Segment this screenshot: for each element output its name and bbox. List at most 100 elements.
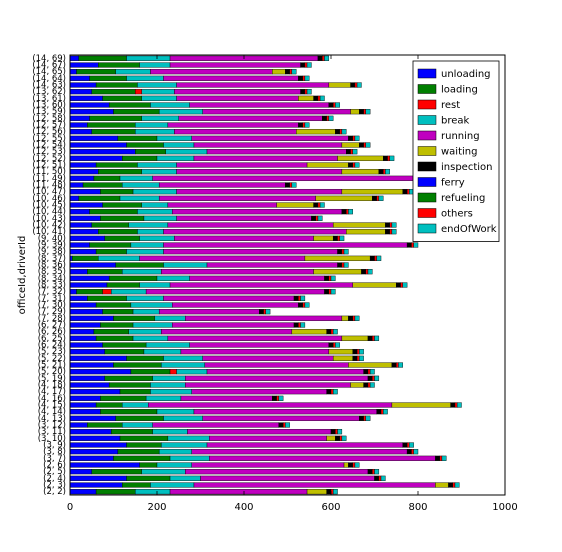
bar-segment (156, 155, 195, 161)
bar-segment (359, 415, 364, 421)
y-tick-label: (5, 22) (38, 354, 66, 364)
bar-segment (259, 309, 264, 315)
bar-segment (69, 369, 132, 375)
bar-segment (354, 135, 360, 141)
bar-segment (69, 62, 99, 68)
bar-segment (119, 389, 151, 395)
bar-segment (391, 229, 397, 235)
y-tick-label: (4, 18) (38, 381, 66, 391)
bar-segment (172, 209, 343, 215)
bar-segment (69, 422, 88, 428)
legend-label: others (441, 209, 473, 220)
bar-segment (143, 215, 177, 221)
bar-segment (206, 262, 338, 268)
bar-segment (126, 142, 164, 148)
bar-segment (365, 269, 369, 275)
bar-segment (324, 275, 330, 281)
bar-segment (322, 55, 325, 61)
y-tick-label: (7, 32) (38, 287, 66, 297)
y-tick-label: (5, 19) (38, 374, 66, 384)
bar-segment (317, 215, 323, 221)
bar-segment (172, 302, 299, 308)
bar-segment (289, 69, 293, 75)
bar-segment (374, 469, 380, 475)
bar-segment (341, 335, 369, 341)
y-tick-label: (12, 58) (32, 114, 66, 124)
bar-segment (354, 82, 358, 88)
bar-segment (137, 209, 173, 215)
bar-segment (95, 249, 127, 255)
y-tick-label: (8, 36) (38, 261, 66, 271)
bar-segment (100, 322, 134, 328)
bar-segment (291, 69, 297, 75)
bar-segment (302, 302, 306, 308)
bar-segment (332, 489, 338, 495)
bar-segment (95, 489, 136, 495)
x-tick-label: 400 (234, 502, 253, 513)
bar-segment (406, 242, 412, 248)
y-tick-label: (9, 39) (38, 241, 66, 251)
bar-segment (341, 169, 380, 175)
bar-segment (98, 229, 138, 235)
bar-segment (145, 289, 325, 295)
bar-segment (152, 429, 188, 435)
y-tick-label: (6, 24) (38, 341, 66, 351)
bar-segment (108, 275, 158, 281)
bar-segment (119, 195, 160, 201)
bar-segment (300, 322, 306, 328)
bar-segment (100, 395, 147, 401)
bar-segment (374, 255, 377, 261)
bar-segment (69, 442, 127, 448)
legend-swatch (417, 223, 437, 234)
bar-segment (306, 89, 312, 95)
bar-segment (352, 462, 356, 468)
y-tick-label: (7, 30) (38, 301, 66, 311)
bar-segment (135, 89, 142, 95)
bar-segment (326, 389, 332, 395)
bar-segment (185, 469, 369, 475)
bar-segment (135, 129, 175, 135)
bar-segment (350, 109, 360, 115)
bar-segment (350, 149, 353, 155)
bar-segment (95, 302, 132, 308)
bar-segment (361, 269, 367, 275)
y-tick-label: (13, 60) (32, 101, 66, 111)
bar-segment (172, 322, 295, 328)
bar-segment (300, 89, 306, 95)
bar-segment (435, 482, 449, 488)
x-tick-label: 1000 (492, 502, 517, 513)
y-tick-label: (2, 4) (43, 474, 66, 484)
bar-segment (69, 429, 112, 435)
y-tick-label: (12, 54) (32, 141, 66, 151)
bar-segment (448, 482, 454, 488)
bar-segment (330, 329, 334, 335)
bar-segment (167, 202, 277, 208)
y-tick-label: (14, 63) (32, 81, 66, 91)
bar-segment (165, 149, 208, 155)
bar-segment (141, 95, 177, 101)
bar-segment (202, 415, 360, 421)
y-tick-label: (12, 53) (32, 147, 66, 157)
y-tick-label: (11, 49) (32, 174, 66, 184)
bar-segment (69, 415, 116, 421)
bar-segment (108, 382, 151, 388)
y-tick-label: (4, 13) (38, 414, 66, 424)
bar-segment (189, 275, 325, 281)
bar-segment (363, 415, 366, 421)
bar-segment (191, 389, 327, 395)
y-tick-label: (10, 44) (32, 207, 66, 217)
bar-segment (102, 95, 142, 101)
bar-segment (121, 269, 162, 275)
bar-segment (343, 249, 349, 255)
bar-segment (330, 429, 336, 435)
bar-segment (163, 415, 203, 421)
bar-segment (383, 155, 388, 161)
bar-segment (117, 449, 160, 455)
y-tick-label: (9, 38) (38, 247, 66, 257)
y-tick-label: (12, 56) (32, 127, 66, 137)
bar-segment (69, 402, 97, 408)
bar-segment (341, 142, 360, 148)
bar-segment (328, 349, 353, 355)
bar-segment (102, 309, 134, 315)
bar-segment (174, 129, 297, 135)
